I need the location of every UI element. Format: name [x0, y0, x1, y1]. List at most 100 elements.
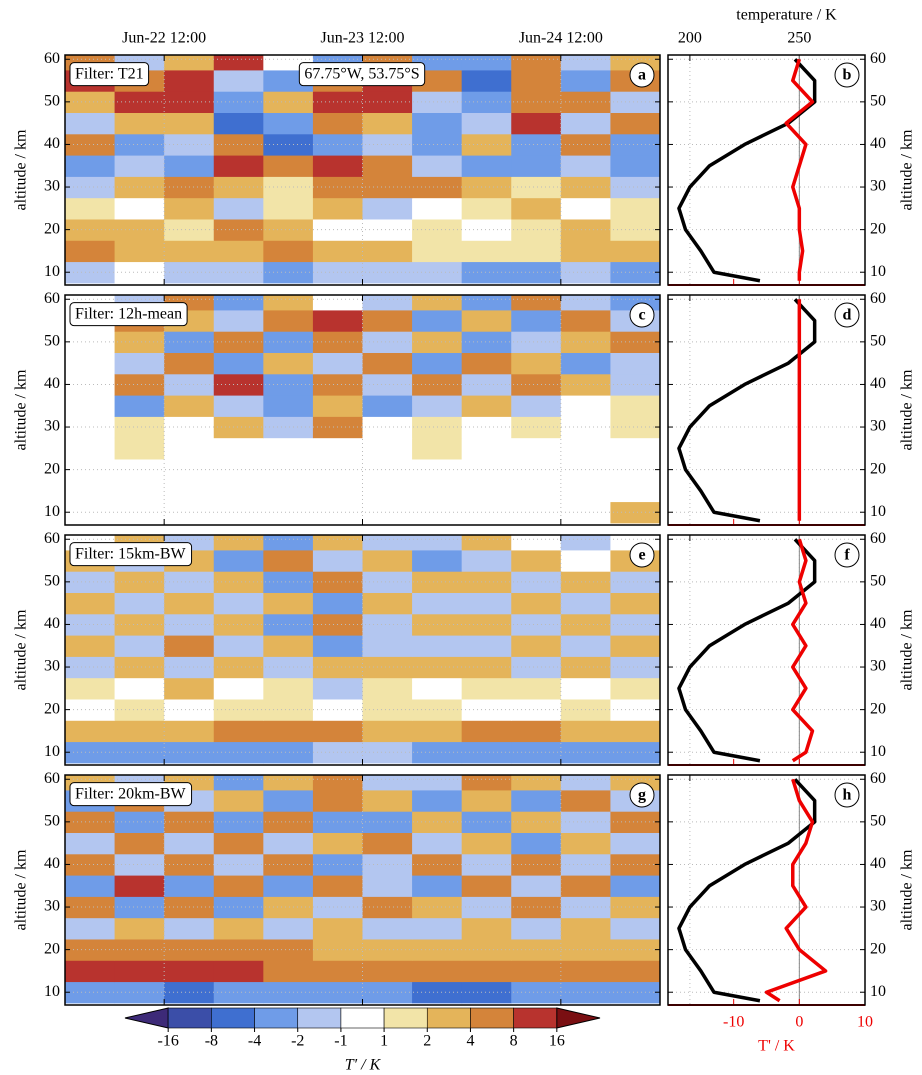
heatmap-cell	[610, 832, 660, 855]
heatmap-cell	[263, 613, 314, 636]
colorbar-tick-label: -16	[158, 1033, 179, 1050]
heatmap-cell	[362, 549, 413, 572]
heatmap-cell	[610, 458, 660, 481]
heatmap-cell	[65, 133, 116, 156]
heatmap-cell	[511, 613, 562, 636]
heatmap-cell	[362, 938, 413, 961]
y-tick-label: 50	[44, 93, 60, 110]
heatmap-cell	[461, 811, 512, 833]
heatmap-cell	[610, 635, 660, 657]
y-tick-label: 60	[870, 50, 886, 67]
heatmap-cell	[263, 698, 314, 721]
y-tick-label: 10	[870, 263, 886, 280]
heatmap-cell	[65, 635, 116, 657]
heatmap-cell	[213, 656, 264, 679]
heatmap-cell	[461, 613, 512, 636]
heatmap-cell	[312, 720, 363, 743]
heatmap-cell	[362, 698, 413, 721]
heatmap-cell	[610, 896, 660, 919]
heatmap-cell	[412, 240, 463, 263]
heatmap-cell	[511, 896, 562, 919]
heatmap-cell	[213, 811, 264, 833]
heatmap-cell	[213, 677, 264, 700]
heatmap-cell	[65, 960, 116, 983]
heatmap-cell	[412, 155, 463, 177]
heatmap-cell	[213, 352, 264, 375]
heatmap-cell	[263, 875, 314, 897]
heatmap-cell	[65, 261, 116, 284]
heatmap-cell	[263, 832, 314, 855]
heatmap-cell	[114, 571, 165, 593]
heatmap-cell	[362, 395, 413, 417]
heatmap-cell	[213, 775, 264, 791]
y-tick-label: 10	[44, 263, 60, 280]
heatmap-cell	[461, 416, 512, 439]
heatmap-cell	[213, 741, 264, 764]
colorbar-arrow	[556, 1007, 601, 1029]
heatmap-cell	[213, 480, 264, 503]
heatmap-cell	[511, 853, 562, 876]
heatmap-cell	[114, 133, 165, 156]
heatmap-cell	[164, 155, 215, 177]
heatmap-cell	[610, 480, 660, 503]
heatmap-cell	[362, 960, 413, 983]
heatmap-cell	[263, 853, 314, 876]
heatmap-cell	[65, 112, 116, 135]
heatmap-cell	[263, 437, 314, 460]
heatmap-cell	[65, 155, 116, 177]
heatmap-cell	[560, 960, 611, 983]
heatmap-cell	[461, 896, 512, 919]
heatmap-cell	[461, 720, 512, 743]
y-tick-label: 60	[870, 290, 886, 307]
colorbar-tick-label: 2	[423, 1033, 431, 1050]
panel-letter: c	[638, 307, 645, 324]
panel-letter: d	[843, 307, 852, 324]
colorbar-segment	[254, 1007, 299, 1029]
heatmap-cell	[610, 677, 660, 700]
heatmap-cell	[511, 458, 562, 481]
y-tick-label: 20	[870, 700, 886, 717]
heatmap-cell	[412, 677, 463, 700]
heatmap-cell	[412, 832, 463, 855]
colorbar-segment	[426, 1007, 471, 1029]
heatmap-cell	[213, 501, 264, 524]
y-tick-label: 40	[44, 375, 60, 392]
filter-box	[69, 782, 193, 807]
heatmap-cell	[560, 352, 611, 375]
heatmap-cell	[362, 677, 413, 700]
y-tick-label: 20	[44, 220, 60, 237]
panel-frame	[667, 54, 866, 286]
heatmap-cell	[461, 960, 512, 983]
heatmap-cell	[213, 535, 264, 551]
heatmap-cell	[114, 352, 165, 375]
panel-frame	[667, 774, 866, 1006]
heatmap-cell	[114, 458, 165, 481]
colorbar-label: T′ / K	[345, 1057, 382, 1074]
heatmap-cell	[511, 656, 562, 679]
heatmap-cell	[263, 416, 314, 439]
heatmap-cell	[65, 592, 116, 615]
y-axis-label: altitude / km	[13, 369, 30, 450]
heatmap-cell	[610, 571, 660, 593]
heatmap-cell	[114, 741, 165, 764]
heatmap-cell	[610, 352, 660, 375]
heatmap-cell	[114, 261, 165, 284]
heatmap-cell	[65, 853, 116, 876]
heatmap-cell	[65, 218, 116, 241]
y-tick-label: 10	[44, 983, 60, 1000]
heatmap-cell	[362, 155, 413, 177]
heatmap-cell	[511, 811, 562, 833]
heatmap-cell	[461, 656, 512, 679]
heatmap-cell	[610, 875, 660, 897]
filter-box	[69, 302, 188, 327]
profile-line	[677, 298, 817, 523]
heatmap-cell	[312, 789, 363, 812]
heatmap-cell	[213, 261, 264, 284]
heatmap-cell	[263, 352, 314, 375]
heatmap-cell	[164, 69, 215, 92]
heatmap-cell	[610, 981, 660, 1004]
heatmap-cell	[65, 720, 116, 743]
heatmap-cell	[461, 571, 512, 593]
heatmap-cell	[461, 501, 512, 524]
heatmap-cell	[213, 917, 264, 940]
